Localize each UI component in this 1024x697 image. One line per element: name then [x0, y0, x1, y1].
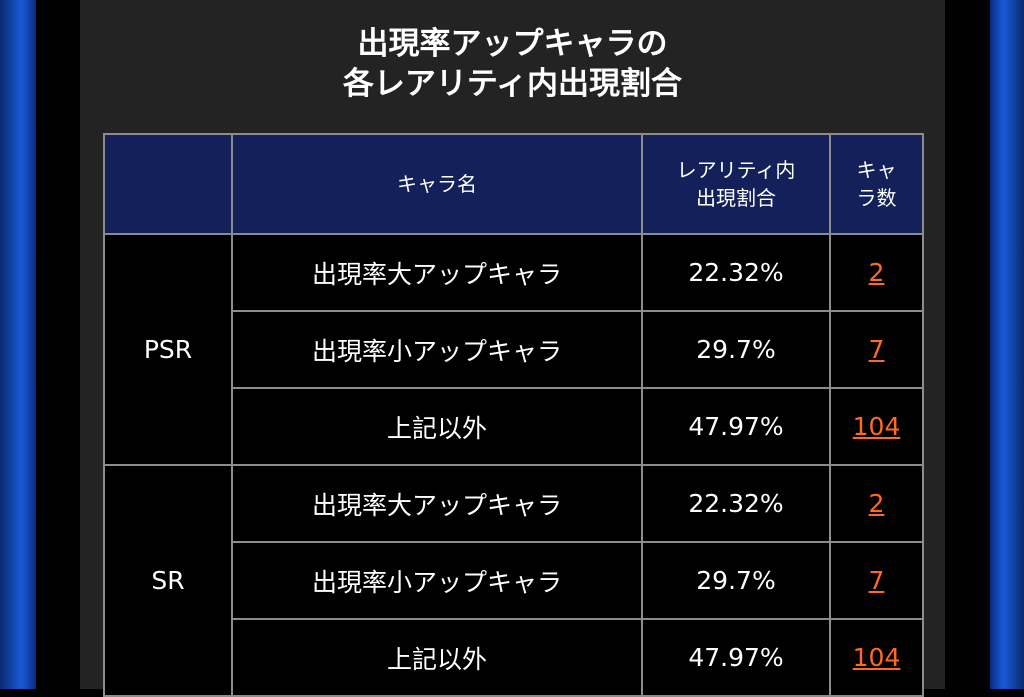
name-cell: 出現率小アップキャラ — [231, 541, 643, 620]
title-line: 各レアリティ内出現割合 — [342, 66, 683, 102]
count-cell: 7 — [829, 541, 924, 620]
title-line: 出現率アップキャラの — [357, 26, 668, 62]
count-link[interactable]: 7 — [868, 566, 885, 595]
rate-cell: 22.32% — [641, 233, 831, 312]
count-cell: 7 — [829, 310, 924, 389]
header-cell: レアリティ内 出現割合 — [641, 133, 831, 235]
header-cell: キャ ラ数 — [829, 133, 924, 235]
header-cell: キャラ名 — [231, 133, 643, 235]
count-link[interactable]: 2 — [868, 258, 885, 287]
count-cell: 104 — [829, 618, 924, 697]
rate-table: キャラ名 レアリティ内 出現割合 キャ ラ数 PSR 出現率大アップキャラ 22.32%… — [103, 133, 924, 697]
count-link[interactable]: 7 — [868, 335, 885, 364]
rarity-cell: SR — [103, 464, 233, 697]
rate-cell: 47.97% — [641, 618, 831, 697]
header-line: レアリティ内 — [676, 158, 796, 182]
table-row: SR 出現率大アップキャラ 22.32% 2 — [103, 464, 924, 697]
rate-cell: 22.32% — [641, 464, 831, 543]
name-cell: 上記以外 — [231, 618, 643, 697]
count-link[interactable]: 104 — [852, 412, 901, 441]
header-line: キャ — [856, 158, 897, 182]
rate-cell: 29.7% — [641, 541, 831, 620]
name-cell: 上記以外 — [231, 387, 643, 466]
count-cell: 2 — [829, 233, 924, 312]
header-cell — [103, 133, 233, 235]
header-line: ラ数 — [856, 186, 897, 210]
table-row: 出現率小アップキャラ 29.7% 7 — [104, 541, 924, 620]
rarity-cell: PSR — [103, 233, 233, 466]
side-bar — [0, 0, 36, 689]
header-line: 出現割合 — [696, 186, 776, 210]
title: 出現率アップキャラの 各レアリティ内出現割合 — [80, 24, 945, 104]
count-link[interactable]: 104 — [852, 643, 901, 672]
table-row: 上記以外 47.97% 104 — [104, 618, 924, 697]
table-row: PSR 出現率大アップキャラ 22.32% 2 — [103, 233, 924, 466]
rate-cell: 47.97% — [641, 387, 831, 466]
side-bar — [990, 0, 1024, 689]
rate-cell: 29.7% — [641, 310, 831, 389]
name-cell: 出現率大アップキャラ — [231, 233, 643, 312]
table-row: 上記以外 47.97% 104 — [104, 387, 924, 466]
count-cell: 2 — [829, 464, 924, 543]
name-cell: 出現率小アップキャラ — [231, 310, 643, 389]
table-row: 出現率小アップキャラ 29.7% 7 — [104, 310, 924, 389]
name-cell: 出現率大アップキャラ — [231, 464, 643, 543]
count-cell: 104 — [829, 387, 924, 466]
header-row: キャラ名 レアリティ内 出現割合 キャラ数 — [103, 133, 924, 235]
count-link[interactable]: 2 — [868, 489, 885, 518]
